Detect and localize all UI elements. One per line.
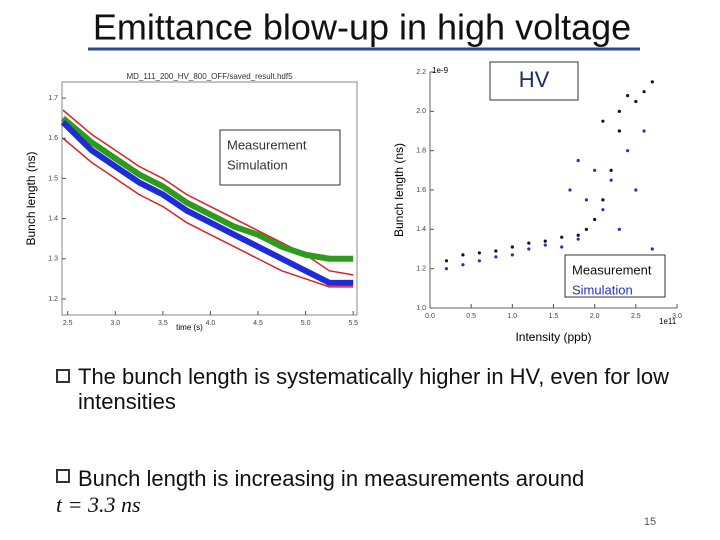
point bbox=[461, 263, 465, 267]
point bbox=[617, 227, 621, 231]
x-tick-label: 2.5 bbox=[63, 320, 73, 327]
x-tick-label: 5.0 bbox=[301, 320, 311, 327]
point bbox=[510, 253, 514, 257]
point bbox=[650, 80, 654, 84]
y-tick-label: 1.8 bbox=[416, 148, 426, 155]
line bbox=[62, 137, 354, 288]
point bbox=[642, 129, 646, 133]
x-tick-label: 3.0 bbox=[672, 313, 682, 320]
y-tick-label: 1.2 bbox=[48, 296, 58, 303]
point bbox=[650, 247, 654, 251]
point bbox=[584, 198, 589, 202]
x-tick-label: 4.5 bbox=[253, 320, 263, 327]
legend-label: Measurement bbox=[572, 262, 652, 277]
y-offset: 1e-9 bbox=[432, 66, 449, 75]
bullet-1: The bunch length is systematically highe… bbox=[78, 364, 670, 414]
line bbox=[61, 115, 354, 262]
y-tick-label: 1.5 bbox=[48, 175, 58, 182]
point bbox=[593, 217, 597, 222]
point bbox=[626, 94, 630, 98]
point bbox=[494, 249, 498, 253]
point bbox=[527, 241, 531, 245]
annotation: HV bbox=[519, 67, 550, 92]
x-tick-label: 0.0 bbox=[425, 313, 435, 320]
x-axis-label: Intensity (ppb) bbox=[515, 330, 591, 344]
point bbox=[527, 247, 531, 251]
point bbox=[609, 168, 613, 172]
x-tick-label: 0.5 bbox=[466, 313, 476, 320]
point bbox=[617, 109, 621, 113]
y-tick-label: 2.0 bbox=[416, 108, 426, 115]
y-tick-label: 1.4 bbox=[48, 215, 58, 222]
legend-box bbox=[564, 254, 666, 298]
x-tick-label: 2.5 bbox=[631, 313, 641, 320]
point bbox=[609, 178, 613, 182]
point bbox=[444, 267, 449, 271]
point bbox=[576, 233, 580, 237]
x-offset: 1e11 bbox=[659, 317, 677, 326]
x-tick-label: 3.0 bbox=[110, 320, 120, 327]
point bbox=[543, 239, 547, 243]
chart-title: MD_111_200_HV_800_OFF/saved_result.hdf5 bbox=[126, 72, 293, 81]
point bbox=[601, 208, 605, 212]
plot-area bbox=[61, 81, 358, 316]
point bbox=[634, 99, 638, 104]
bullet-box bbox=[56, 469, 70, 483]
line bbox=[60, 120, 354, 286]
slide-title: Emittance blow-up in high voltage bbox=[93, 7, 631, 48]
point bbox=[560, 235, 564, 239]
point bbox=[461, 253, 465, 257]
y-tick-label: 1.4 bbox=[416, 226, 426, 233]
math: t = 3.3 ns bbox=[56, 492, 141, 517]
annotation-box bbox=[489, 61, 579, 101]
x-tick-label: 1.0 bbox=[507, 313, 517, 320]
bullet-box bbox=[56, 369, 70, 383]
point bbox=[601, 119, 605, 123]
point bbox=[642, 90, 646, 94]
point bbox=[576, 158, 580, 163]
bullet-text: The bunch length is systematically highe… bbox=[78, 364, 670, 414]
x-tick-label: 3.5 bbox=[158, 320, 168, 327]
point bbox=[477, 259, 481, 263]
x-tick-label: 4.0 bbox=[206, 320, 216, 327]
point bbox=[626, 149, 630, 153]
point bbox=[477, 251, 481, 255]
y-tick-label: 2.2 bbox=[416, 69, 426, 76]
y-tick-label: 1.6 bbox=[416, 187, 426, 194]
y-tick-label: 1.2 bbox=[416, 266, 426, 273]
x-tick-label: 2.0 bbox=[590, 313, 600, 320]
y-axis-label: Bunch length (ns) bbox=[392, 143, 406, 237]
y-tick-label: 1.6 bbox=[48, 135, 58, 142]
point bbox=[617, 129, 621, 133]
y-tick-label: 1.0 bbox=[416, 305, 426, 312]
legend-label: Simulation bbox=[572, 282, 633, 297]
point bbox=[634, 188, 638, 192]
page-number: 15 bbox=[644, 516, 656, 528]
x-tick-label: 5.5 bbox=[348, 320, 358, 327]
point bbox=[494, 255, 498, 259]
x-axis-label: time (s) bbox=[176, 323, 203, 332]
y-tick-label: 1.7 bbox=[48, 95, 58, 102]
point bbox=[543, 243, 547, 247]
legend-box bbox=[219, 129, 341, 186]
y-axis-label: Bunch length (ns) bbox=[24, 151, 38, 245]
point bbox=[568, 188, 572, 192]
point bbox=[560, 245, 564, 249]
y-tick-label: 1.3 bbox=[48, 256, 58, 263]
point bbox=[444, 259, 449, 263]
bullet-text: Bunch length is increasing in measuremen… bbox=[78, 466, 584, 491]
point bbox=[576, 237, 580, 241]
point bbox=[593, 168, 597, 172]
legend-label: Simulation bbox=[227, 157, 288, 172]
point bbox=[510, 245, 514, 249]
point bbox=[601, 198, 605, 202]
x-tick-label: 1.5 bbox=[549, 313, 559, 320]
point bbox=[584, 227, 589, 231]
legend-label: Measurement bbox=[227, 137, 307, 152]
